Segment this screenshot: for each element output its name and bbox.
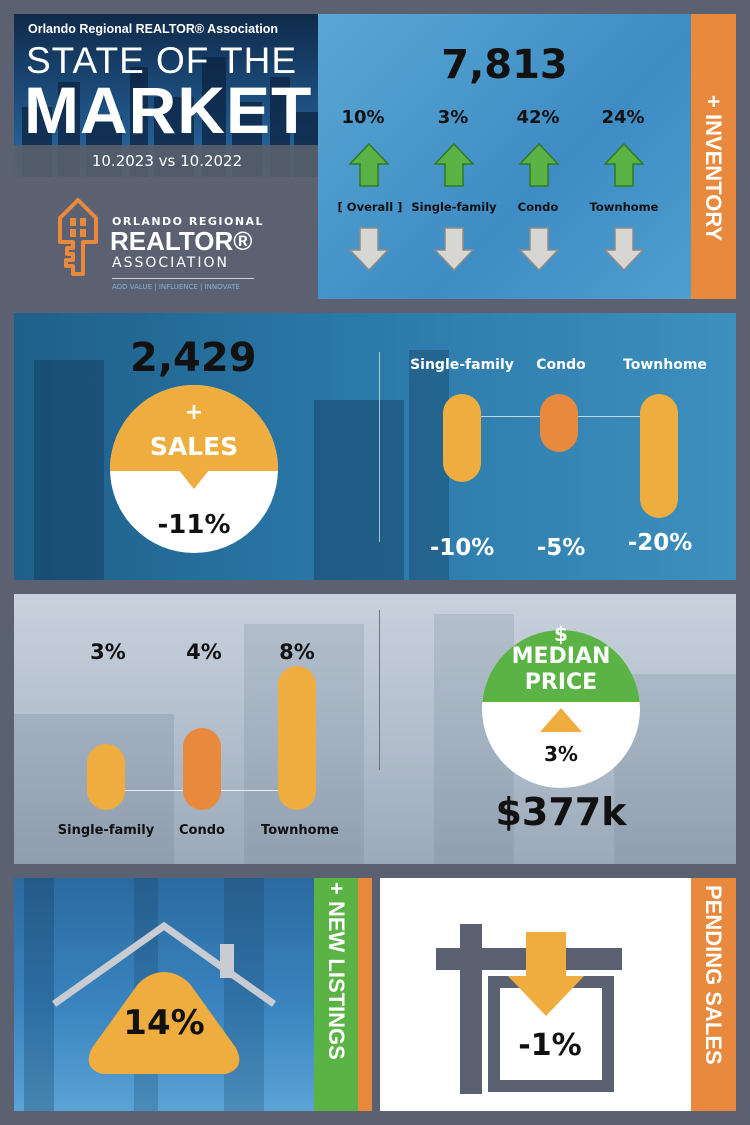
median-price-badge — [482, 630, 640, 788]
inventory-condo-label: Condo — [517, 200, 559, 214]
median-single-family-pct: 3% — [90, 640, 126, 664]
down-arrow-icon — [603, 227, 645, 272]
house-icon — [51, 921, 277, 1074]
logo-tagline: ADD VALUE | INFLUENCE | INNOVATE — [112, 283, 240, 291]
logo-org: ORLANDO REGIONAL — [112, 215, 265, 228]
down-arrow-icon — [348, 227, 390, 272]
up-arrow-icon — [603, 142, 645, 187]
sales-badge — [110, 385, 278, 553]
median-townhome-label: Townhome — [261, 823, 339, 838]
pending-sales-side-label: PENDING SALES — [701, 885, 726, 1065]
inventory-single-family-label: Single-family — [411, 200, 497, 214]
sales-single-family-label: Single-family — [410, 357, 514, 373]
sales-total: 2,429 — [130, 335, 257, 381]
date-range: 10.2023 vs 10.2022 — [14, 145, 320, 177]
title-line-2: MARKET — [24, 73, 313, 147]
median-condo-pct: 4% — [186, 640, 222, 664]
pending-sales-change: -1% — [518, 1028, 582, 1063]
sales-condo-bar — [540, 394, 578, 452]
median-condo-bar — [183, 728, 221, 810]
up-triangle-icon — [540, 708, 582, 732]
sales-condo-pct: -5% — [536, 535, 586, 561]
sales-townhome-bar — [640, 394, 678, 518]
sales-divider — [379, 352, 380, 542]
new-listings-accent-bar — [358, 878, 372, 1111]
median-townhome-pct: 8% — [279, 640, 315, 664]
up-arrow-icon — [433, 142, 475, 187]
median-price-value: $377k — [495, 790, 627, 834]
for-sale-sign-icon — [436, 924, 622, 1094]
inventory-overall-label: [ Overall ] — [337, 200, 403, 214]
sales-townhome-label: Townhome — [623, 357, 707, 373]
median-label-1: MEDIAN — [511, 644, 611, 669]
sales-condo-label: Condo — [536, 357, 586, 373]
new-listings-side-label: + NEW LISTINGS — [324, 882, 349, 1060]
sales-single-family-bar — [443, 394, 481, 482]
new-listings-side-bar — [314, 878, 358, 1111]
pending-sales-side-bar — [691, 878, 736, 1111]
up-arrow-icon — [518, 142, 560, 187]
new-listings-change: 14% — [123, 1003, 205, 1043]
inventory-side-bar — [691, 14, 736, 299]
sales-change: -11% — [157, 510, 231, 540]
median-condo-label: Condo — [179, 823, 225, 838]
sales-label: SALES — [149, 432, 239, 461]
inventory-townhome-pct: 24% — [601, 107, 645, 128]
title-line-1: STATE OF THE — [26, 40, 298, 81]
median-townhome-bar — [278, 666, 316, 810]
org-name: Orlando Regional REALTOR® Association — [28, 22, 278, 36]
down-arrow-icon — [433, 227, 475, 272]
inventory-single-family-pct: 3% — [437, 107, 469, 128]
sales-single-family-pct: -10% — [429, 535, 495, 561]
inventory-total: 7,813 — [441, 42, 568, 88]
median-change: 3% — [544, 742, 578, 766]
sales-townhome-pct: -20% — [627, 530, 693, 556]
key-logo-icon — [58, 198, 98, 276]
inventory-overall-pct: 10% — [341, 107, 385, 128]
sales-panel — [14, 313, 736, 580]
logo-realtor: REALTOR® — [110, 226, 253, 256]
median-divider — [379, 610, 380, 770]
median-dollar: $ — [554, 622, 568, 646]
inventory-side-label: + INVENTORY — [701, 95, 726, 242]
up-arrow-icon — [348, 142, 390, 187]
inventory-townhome-label: Townhome — [589, 200, 659, 214]
sales-plus: + — [184, 400, 204, 425]
logo-divider — [112, 278, 254, 279]
median-single-family-bar — [87, 744, 125, 810]
down-triangle-icon — [178, 469, 210, 489]
inventory-condo-pct: 42% — [516, 107, 560, 128]
down-arrow-icon — [518, 227, 560, 272]
logo-association: ASSOCIATION — [112, 255, 229, 271]
median-label-2: PRICE — [524, 670, 598, 695]
median-single-family-label: Single-family — [57, 823, 155, 838]
